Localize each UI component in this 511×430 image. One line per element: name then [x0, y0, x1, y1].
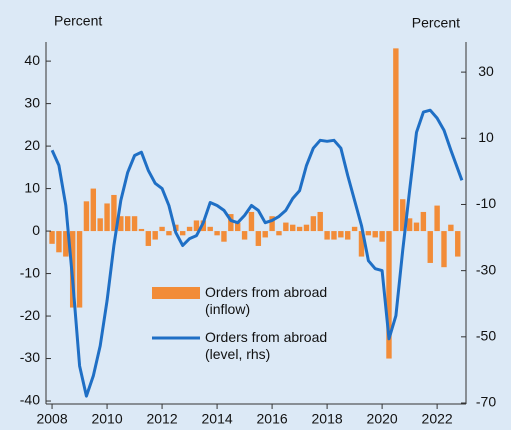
y2-tick-label: 10 — [478, 129, 494, 145]
bar — [83, 201, 90, 232]
y2-tick-label: -30 — [476, 261, 496, 277]
bar — [406, 218, 413, 232]
bar — [448, 224, 454, 232]
y-tick-label: 10 — [24, 179, 40, 195]
bar — [296, 226, 303, 232]
line — [50, 108, 464, 398]
y-tick-label: -40 — [20, 392, 40, 408]
bar — [331, 231, 337, 240]
bar — [56, 231, 62, 253]
legend-label: Orders from abroad (level, rhs) — [205, 329, 328, 362]
bar — [365, 231, 372, 236]
bar — [441, 231, 447, 268]
x-tick-label: 2016 — [257, 411, 288, 427]
bar — [90, 188, 97, 232]
bar — [111, 194, 117, 232]
y-tick-label: 20 — [24, 137, 40, 153]
bar — [413, 222, 420, 232]
bar — [118, 216, 124, 232]
bar — [207, 226, 213, 232]
bar — [303, 224, 310, 232]
bar — [379, 231, 385, 242]
bar — [166, 231, 172, 236]
bar — [317, 211, 323, 232]
y2-tick-label: -50 — [476, 328, 496, 344]
y-tick-label: -10 — [20, 264, 40, 280]
bar — [49, 231, 55, 244]
bar — [228, 214, 234, 232]
bar — [358, 231, 365, 257]
y2-axis-label: Percent — [412, 15, 460, 31]
legend-swatch — [152, 287, 200, 299]
bar — [152, 231, 158, 240]
bar — [386, 231, 392, 359]
bar — [290, 224, 296, 232]
bar — [351, 226, 358, 232]
bar — [338, 231, 344, 238]
bar — [63, 231, 69, 257]
bar — [455, 231, 461, 257]
bar — [235, 222, 241, 232]
bar — [427, 231, 433, 263]
y2-tick-label: -70 — [476, 394, 496, 410]
bar — [276, 231, 282, 236]
y-tick-label: 0 — [32, 222, 40, 238]
bar — [248, 211, 255, 232]
bar — [324, 231, 330, 240]
x-tick-label: 2022 — [422, 411, 453, 427]
y-tick-label: -30 — [20, 349, 40, 365]
bar — [393, 48, 399, 232]
bar — [283, 222, 289, 232]
y-tick-label: -20 — [20, 307, 40, 323]
bar — [345, 231, 351, 240]
bar — [159, 226, 165, 232]
x-tick-label: 2012 — [146, 411, 177, 427]
bar — [221, 231, 227, 242]
bar — [131, 216, 138, 232]
bar — [269, 216, 275, 232]
y2-tick-label: 30 — [478, 63, 494, 79]
bar — [124, 216, 131, 232]
bar — [186, 226, 193, 232]
y2-tick-label: -10 — [476, 195, 496, 211]
bar — [400, 199, 406, 232]
bar — [138, 228, 145, 232]
y-tick-label: 40 — [24, 52, 40, 68]
bar — [372, 231, 378, 238]
y-tick-label: 30 — [24, 94, 40, 110]
bar — [193, 220, 200, 232]
bar — [262, 231, 268, 238]
x-tick-label: 2014 — [202, 411, 233, 427]
x-tick-label: 2020 — [367, 411, 398, 427]
bar — [179, 231, 186, 236]
x-tick-label: 2018 — [312, 411, 343, 427]
bar — [104, 203, 110, 232]
legend-label: Orders from abroad (inflow) — [205, 284, 328, 317]
bar — [97, 218, 103, 232]
bar — [145, 231, 152, 246]
bar — [76, 231, 83, 308]
x-tick-label: 2008 — [36, 411, 67, 427]
y-axis-label: Percent — [54, 13, 102, 29]
x-tick-label: 2010 — [91, 411, 122, 427]
bar — [255, 231, 262, 246]
bar — [241, 231, 248, 240]
bar — [310, 216, 317, 232]
bar — [434, 205, 440, 232]
bar — [214, 231, 220, 236]
bar — [420, 211, 427, 232]
